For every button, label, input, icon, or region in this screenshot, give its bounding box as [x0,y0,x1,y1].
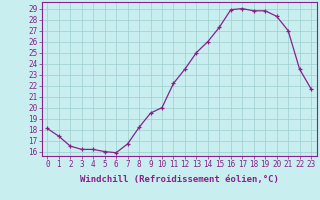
X-axis label: Windchill (Refroidissement éolien,°C): Windchill (Refroidissement éolien,°C) [80,175,279,184]
